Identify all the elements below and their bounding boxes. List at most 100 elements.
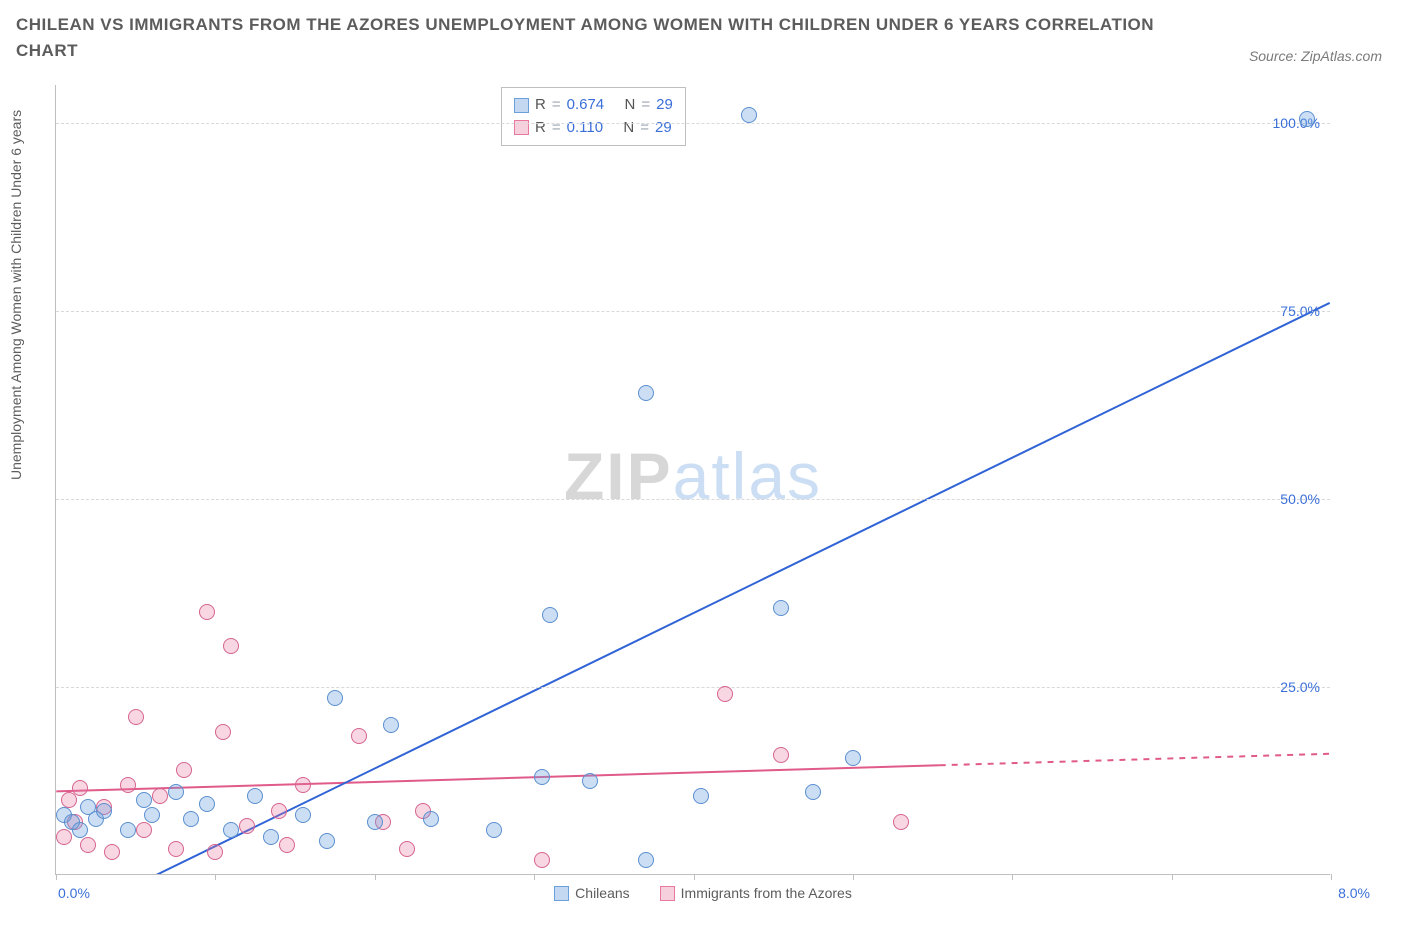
stats-n-label: N bbox=[623, 117, 634, 140]
y-tick-label: 25.0% bbox=[1280, 679, 1320, 695]
swatch-blue-icon bbox=[514, 98, 529, 113]
swatch-pink-icon bbox=[660, 886, 675, 901]
data-point bbox=[247, 788, 263, 804]
equals-icon: = bbox=[641, 94, 650, 117]
data-point bbox=[805, 784, 821, 800]
data-point bbox=[279, 837, 295, 853]
correlation-stats-box: R= 0.674 N= 29 R= 0.110 N= 29 bbox=[501, 87, 686, 146]
equals-icon: = bbox=[640, 117, 649, 140]
data-point bbox=[295, 807, 311, 823]
data-point bbox=[120, 822, 136, 838]
data-point bbox=[534, 852, 550, 868]
data-point bbox=[486, 822, 502, 838]
data-point bbox=[367, 814, 383, 830]
stats-n-label: N bbox=[625, 94, 636, 117]
data-point bbox=[534, 769, 550, 785]
data-point bbox=[693, 788, 709, 804]
x-tick bbox=[694, 874, 695, 880]
legend-label: Chileans bbox=[575, 885, 629, 901]
plot-area: ZIPatlas R= 0.674 N= 29 R= 0.110 N= 29 2… bbox=[55, 85, 1330, 875]
data-point bbox=[199, 796, 215, 812]
data-point bbox=[215, 724, 231, 740]
data-point bbox=[327, 690, 343, 706]
data-point bbox=[183, 811, 199, 827]
data-point bbox=[96, 803, 112, 819]
trend-line bbox=[940, 754, 1330, 766]
data-point bbox=[399, 841, 415, 857]
source-label: Source: ZipAtlas.com bbox=[1249, 48, 1382, 64]
data-point bbox=[168, 841, 184, 857]
legend-item-chileans: Chileans bbox=[554, 885, 629, 901]
data-point bbox=[176, 762, 192, 778]
data-point bbox=[383, 717, 399, 733]
data-point bbox=[72, 822, 88, 838]
data-point bbox=[136, 822, 152, 838]
data-point bbox=[351, 728, 367, 744]
gridline bbox=[56, 499, 1330, 500]
data-point bbox=[845, 750, 861, 766]
x-tick bbox=[853, 874, 854, 880]
stats-r-value: 0.110 bbox=[567, 117, 603, 140]
stats-r-value: 0.674 bbox=[567, 94, 605, 117]
gridline bbox=[56, 311, 1330, 312]
data-point bbox=[152, 788, 168, 804]
data-point bbox=[128, 709, 144, 725]
y-axis-label: Unemployment Among Women with Children U… bbox=[8, 110, 24, 480]
data-point bbox=[120, 777, 136, 793]
data-point bbox=[717, 686, 733, 702]
data-point bbox=[239, 818, 255, 834]
stats-n-value: 29 bbox=[656, 94, 673, 117]
gridline bbox=[56, 123, 1330, 124]
data-point bbox=[223, 822, 239, 838]
x-tick bbox=[1172, 874, 1173, 880]
legend-label: Immigrants from the Azores bbox=[681, 885, 852, 901]
watermark-zip: ZIP bbox=[564, 439, 673, 513]
equals-icon: = bbox=[552, 94, 561, 117]
x-tick bbox=[56, 874, 57, 880]
stats-r-label: R bbox=[535, 117, 546, 140]
data-point bbox=[423, 811, 439, 827]
gridline bbox=[56, 687, 1330, 688]
data-point bbox=[271, 803, 287, 819]
watermark-atlas: atlas bbox=[673, 439, 822, 513]
data-point bbox=[542, 607, 558, 623]
data-point bbox=[144, 807, 160, 823]
swatch-blue-icon bbox=[554, 886, 569, 901]
data-point bbox=[136, 792, 152, 808]
trendlines-layer bbox=[56, 85, 1330, 874]
equals-icon: = bbox=[552, 117, 561, 140]
x-tick bbox=[375, 874, 376, 880]
stats-row: R= 0.674 N= 29 bbox=[514, 94, 673, 117]
data-point bbox=[168, 784, 184, 800]
data-point bbox=[207, 844, 223, 860]
x-tick bbox=[534, 874, 535, 880]
trend-line bbox=[112, 303, 1330, 874]
data-point bbox=[72, 780, 88, 796]
data-point bbox=[295, 777, 311, 793]
data-point bbox=[104, 844, 120, 860]
data-point bbox=[223, 638, 239, 654]
data-point bbox=[319, 833, 335, 849]
data-point bbox=[263, 829, 279, 845]
legend-item-azores: Immigrants from the Azores bbox=[660, 885, 852, 901]
data-point bbox=[582, 773, 598, 789]
series-legend: Chileans Immigrants from the Azores bbox=[0, 885, 1406, 901]
data-point bbox=[638, 385, 654, 401]
y-tick-label: 50.0% bbox=[1280, 491, 1320, 507]
stats-r-label: R bbox=[535, 94, 546, 117]
data-point bbox=[773, 747, 789, 763]
data-point bbox=[80, 837, 96, 853]
data-point bbox=[893, 814, 909, 830]
x-tick bbox=[1012, 874, 1013, 880]
stats-n-value: 29 bbox=[655, 117, 672, 140]
data-point bbox=[56, 829, 72, 845]
data-point bbox=[741, 107, 757, 123]
watermark: ZIPatlas bbox=[564, 438, 822, 514]
x-tick bbox=[215, 874, 216, 880]
chart-title: CHILEAN VS IMMIGRANTS FROM THE AZORES UN… bbox=[16, 12, 1206, 63]
stats-row: R = 0.110 N = 29 bbox=[514, 117, 673, 140]
y-tick-label: 75.0% bbox=[1280, 303, 1320, 319]
data-point bbox=[638, 852, 654, 868]
x-tick bbox=[1331, 874, 1332, 880]
data-point bbox=[1299, 111, 1315, 127]
